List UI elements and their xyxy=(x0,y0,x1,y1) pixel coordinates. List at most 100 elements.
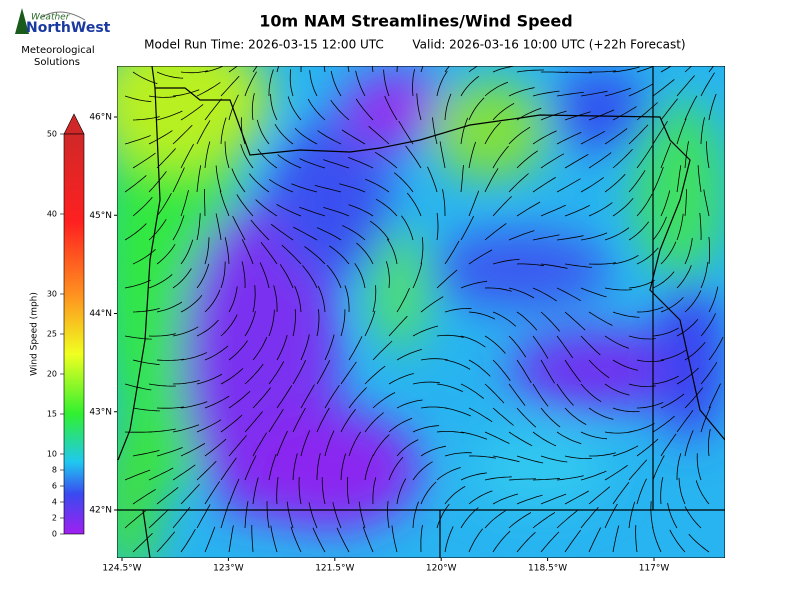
streamline xyxy=(240,144,254,169)
streamline xyxy=(293,226,318,241)
streamline xyxy=(652,120,668,145)
streamline xyxy=(508,335,527,358)
streamline xyxy=(676,367,699,385)
streamline xyxy=(516,494,543,505)
streamline xyxy=(636,247,659,265)
field-blob xyxy=(370,230,430,350)
streamline xyxy=(436,467,461,481)
streamline xyxy=(156,486,179,505)
streamline xyxy=(132,71,158,84)
streamline xyxy=(220,314,238,337)
streamline xyxy=(660,297,684,313)
streamline xyxy=(667,502,678,529)
streamline xyxy=(364,310,376,337)
streamline xyxy=(307,98,326,121)
streamline xyxy=(388,417,413,433)
streamline xyxy=(281,244,302,265)
streamline xyxy=(468,249,493,265)
streamline xyxy=(516,532,536,553)
streamline xyxy=(215,213,222,241)
lat-label: 44°N xyxy=(89,309,112,319)
streamline xyxy=(336,527,350,553)
streamline xyxy=(148,333,176,337)
streamline xyxy=(196,373,223,385)
streamline xyxy=(700,313,716,337)
streamline xyxy=(204,98,222,121)
streamline xyxy=(580,470,607,481)
streamline xyxy=(699,212,702,241)
logo-word: Weather xyxy=(31,13,71,23)
streamline xyxy=(589,452,616,457)
streamline xyxy=(255,199,278,217)
streamline xyxy=(289,69,294,97)
streamline xyxy=(124,383,152,391)
streamline xyxy=(132,116,160,121)
streamline xyxy=(156,243,176,265)
streamline xyxy=(556,335,574,359)
streamline xyxy=(172,464,196,481)
streamline xyxy=(321,477,326,505)
streamline xyxy=(132,488,156,505)
streamline xyxy=(427,166,438,193)
streamline xyxy=(290,526,302,553)
streamline xyxy=(588,359,610,379)
model-run: Model Run Time: 2026-03-15 12:00 UTC xyxy=(144,38,384,52)
streamline xyxy=(401,215,414,241)
streamline xyxy=(460,117,469,145)
lat-label: 46°N xyxy=(89,113,112,123)
streamline xyxy=(232,215,246,241)
streamline xyxy=(468,490,493,505)
streamline xyxy=(396,66,398,73)
streamline xyxy=(612,197,634,217)
streamline xyxy=(385,261,390,289)
streamline xyxy=(287,96,302,121)
streamline xyxy=(556,475,584,481)
streamline xyxy=(180,401,208,409)
streamline xyxy=(484,168,499,193)
lon-label: 117°W xyxy=(639,564,670,574)
streamline xyxy=(676,409,694,433)
streamline xyxy=(266,501,270,529)
streamline xyxy=(460,280,488,289)
streamline xyxy=(580,335,601,356)
borders xyxy=(117,66,725,558)
streamline xyxy=(660,98,678,121)
streamline xyxy=(292,407,306,433)
streamline xyxy=(316,309,320,337)
logo: Weather NorthWest Meteorological Solutio… xyxy=(15,8,111,68)
streamline xyxy=(156,301,183,313)
streamline xyxy=(309,70,318,97)
streamline xyxy=(300,334,310,361)
streamline xyxy=(516,69,544,73)
streamlines xyxy=(124,66,724,553)
streamline xyxy=(676,165,682,193)
streamline xyxy=(270,525,278,553)
streamline xyxy=(703,189,710,217)
streamline xyxy=(444,407,471,417)
streamline xyxy=(180,143,194,169)
streamline xyxy=(707,429,711,457)
streamline xyxy=(420,296,444,313)
streamline xyxy=(628,83,654,97)
streamline xyxy=(564,71,592,74)
colorbar: Wind Speed (mph) xyxy=(30,113,85,535)
streamline xyxy=(604,227,630,241)
streamline xyxy=(650,501,654,529)
streamline xyxy=(172,89,200,97)
colorbar-tick-label: 20 xyxy=(47,370,57,379)
streamline xyxy=(124,95,152,102)
streamline xyxy=(248,173,270,193)
streamline xyxy=(362,526,374,553)
streamline xyxy=(604,464,628,481)
colorbar-tick-label: 30 xyxy=(47,290,57,299)
streamline xyxy=(492,530,511,553)
colorbar-bar xyxy=(63,133,85,535)
valid-time: Valid: 2026-03-16 10:00 UTC (+22h Foreca… xyxy=(412,38,685,52)
streamline xyxy=(316,227,342,241)
streamline xyxy=(508,383,526,406)
streamline xyxy=(492,359,511,381)
streamline xyxy=(420,445,446,457)
streamline xyxy=(276,204,302,217)
streamline xyxy=(172,380,200,385)
streamline xyxy=(588,407,614,420)
